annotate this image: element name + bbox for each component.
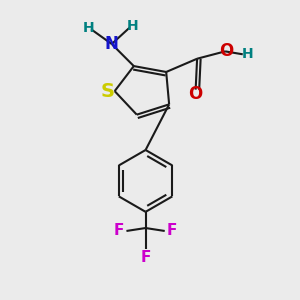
Text: F: F [167, 224, 177, 238]
Text: H: H [82, 21, 94, 35]
Text: O: O [219, 42, 234, 60]
Text: H: H [242, 47, 253, 61]
Text: S: S [100, 82, 114, 100]
Text: F: F [114, 224, 124, 238]
Text: N: N [105, 35, 119, 53]
Text: H: H [127, 19, 138, 33]
Text: O: O [188, 85, 203, 103]
Text: F: F [140, 250, 151, 265]
